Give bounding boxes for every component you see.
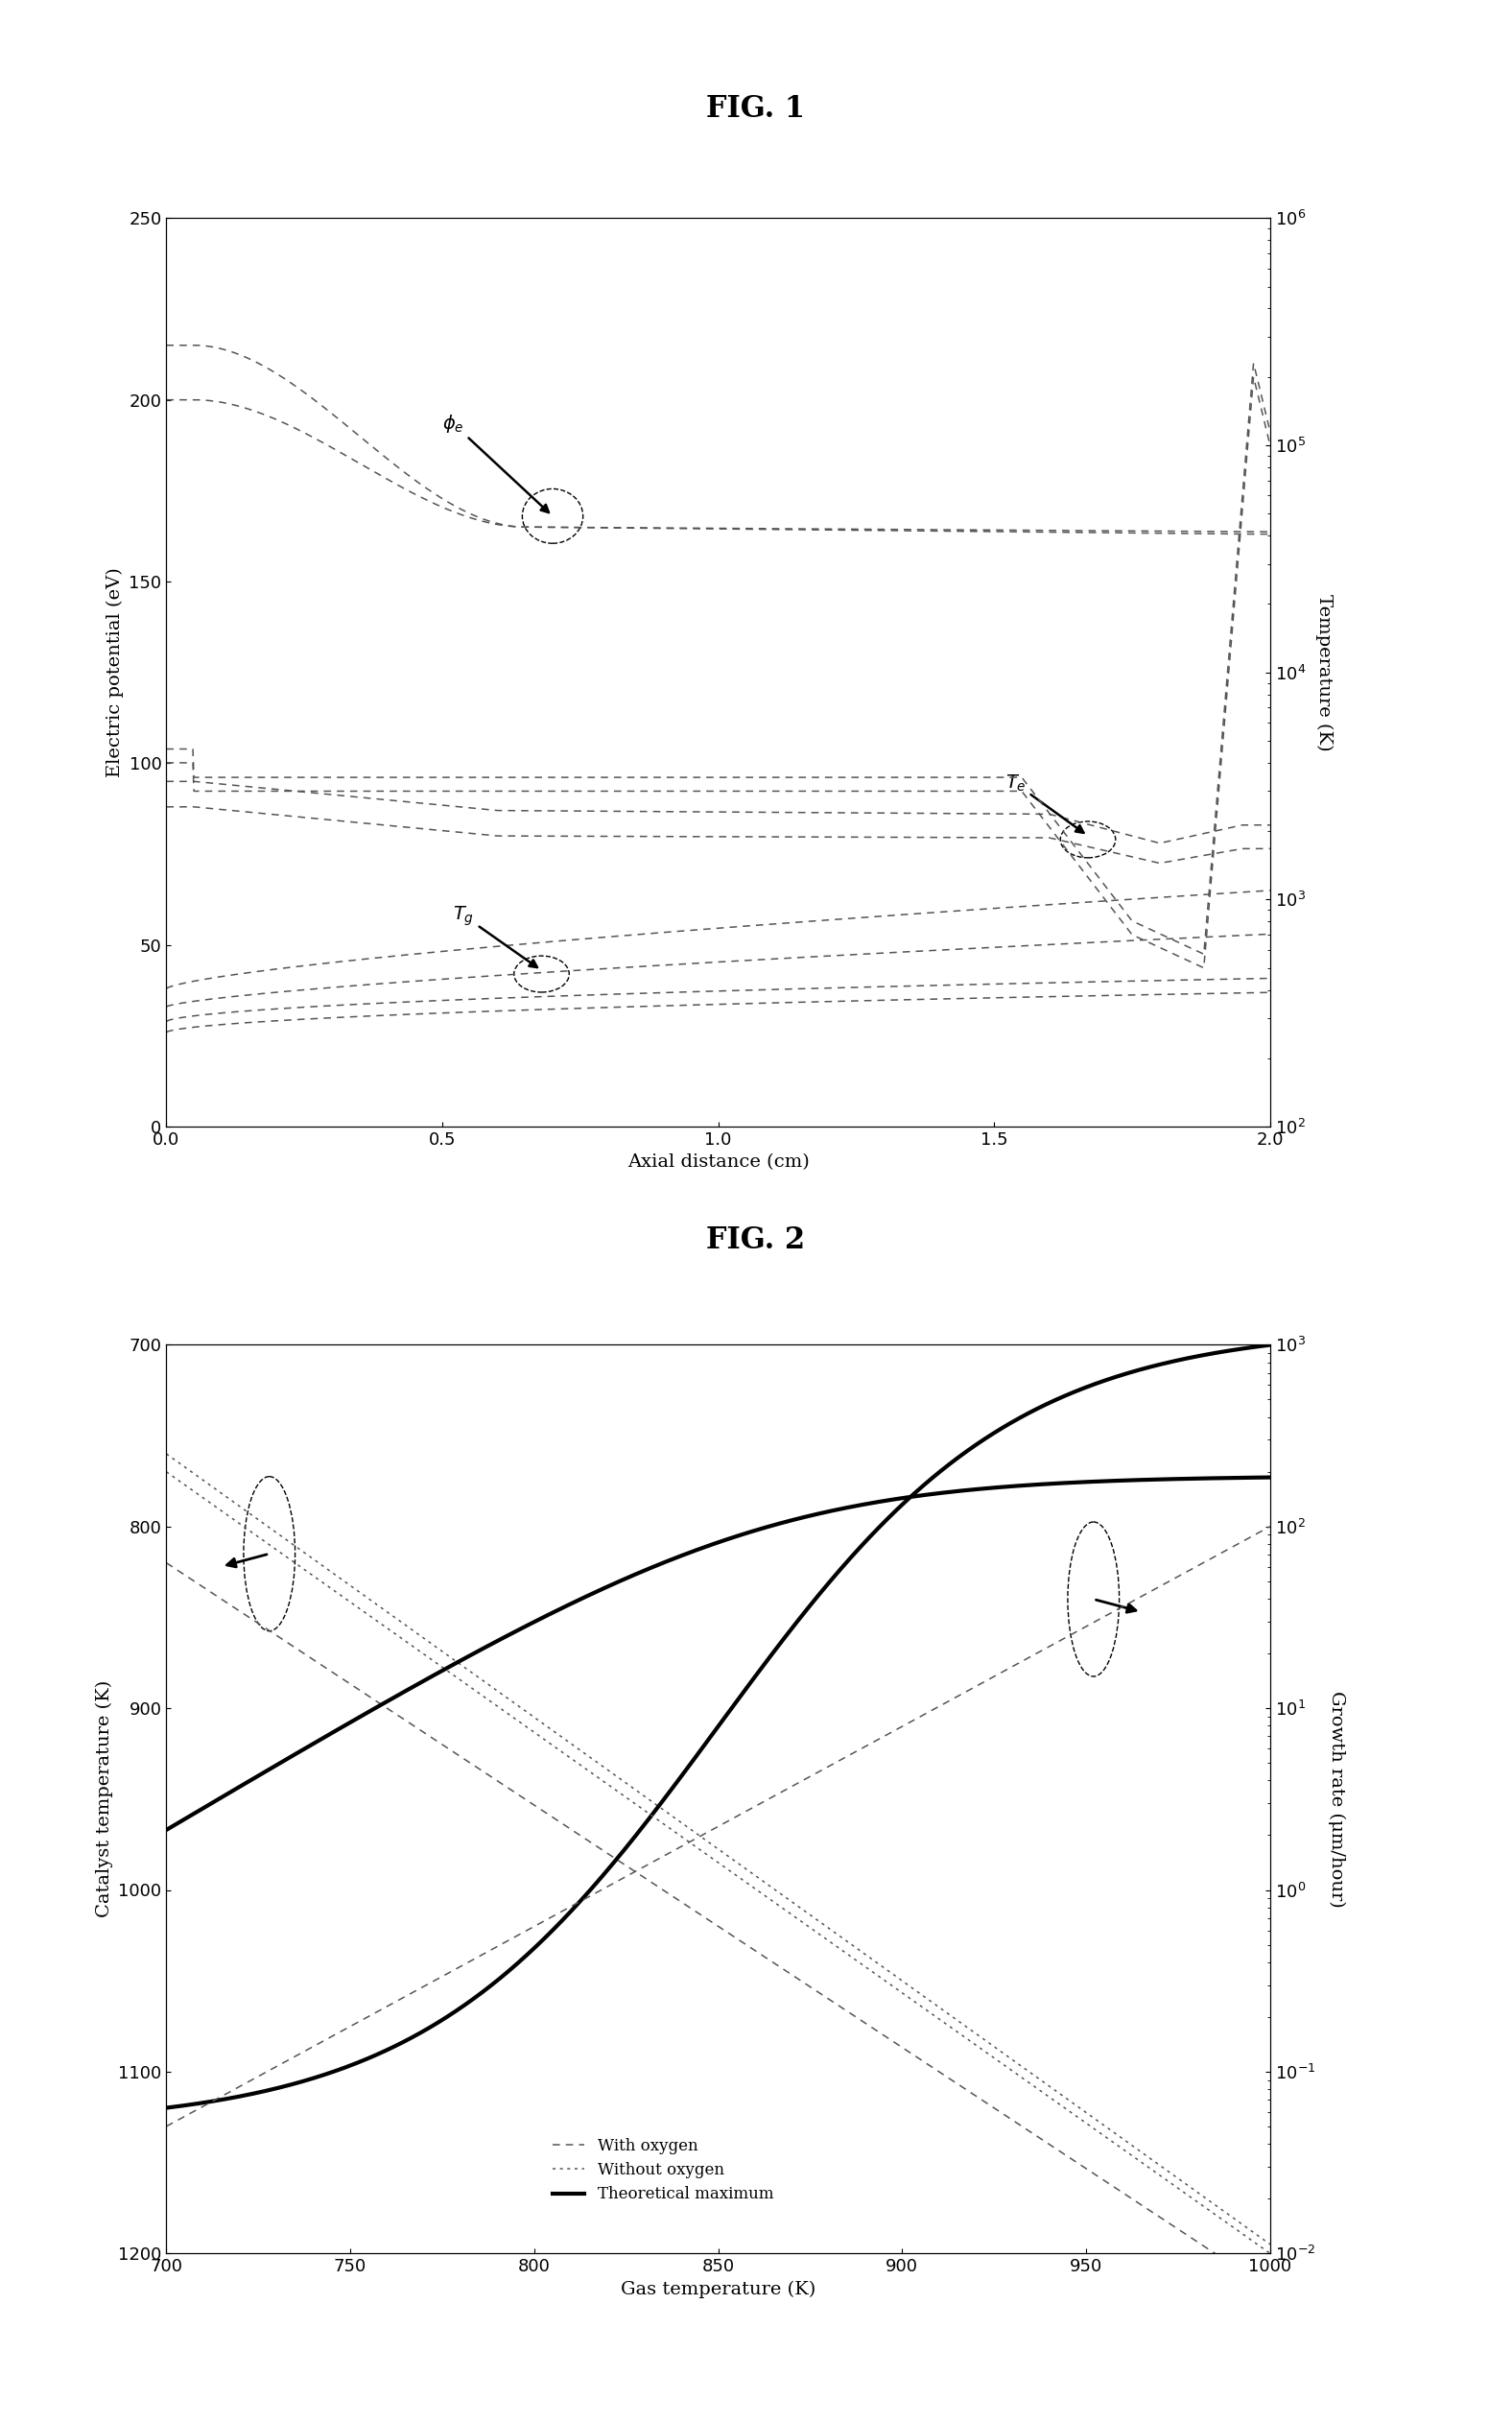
Text: $T_e$: $T_e$ — [1005, 773, 1084, 834]
Y-axis label: Growth rate (μm/hour): Growth rate (μm/hour) — [1328, 1691, 1344, 1907]
X-axis label: Gas temperature (K): Gas temperature (K) — [621, 2280, 815, 2297]
Y-axis label: Temperature (K): Temperature (K) — [1315, 594, 1332, 751]
Legend: With oxygen, Without oxygen, Theoretical maximum: With oxygen, Without oxygen, Theoretical… — [546, 2132, 780, 2210]
Y-axis label: Catalyst temperature (K): Catalyst temperature (K) — [95, 1682, 113, 1917]
X-axis label: Axial distance (cm): Axial distance (cm) — [627, 1153, 809, 1170]
Text: $T_g$: $T_g$ — [454, 904, 537, 967]
Text: FIG. 1: FIG. 1 — [706, 94, 806, 124]
Text: FIG. 2: FIG. 2 — [706, 1226, 806, 1255]
Y-axis label: Electric potential (eV): Electric potential (eV) — [106, 567, 124, 778]
Text: $\phi_e$: $\phi_e$ — [442, 412, 549, 511]
